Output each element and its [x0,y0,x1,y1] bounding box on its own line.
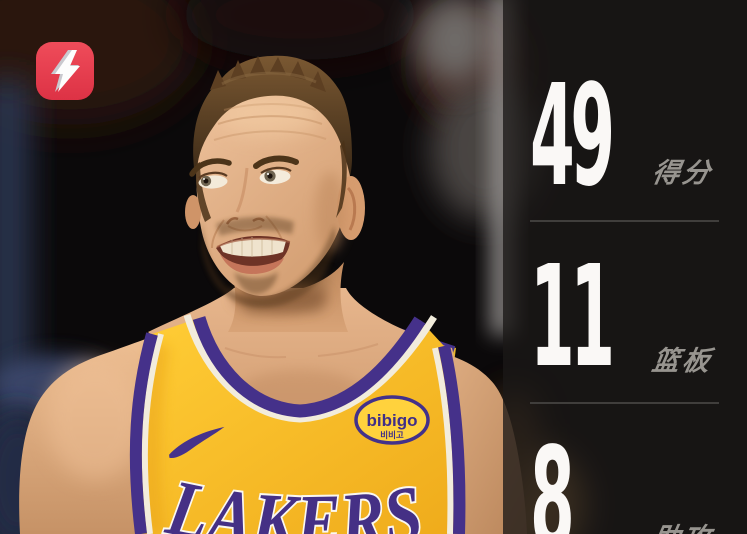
jersey: bibigo 비비고 LAKERS [129,313,466,534]
stat-value-assists: 8 [530,418,575,534]
nike-swoosh-icon [169,426,225,459]
right-eyebrow [253,155,299,169]
stat-value-rebounds: 11 [530,236,615,399]
sponsor-name: bibigo [367,411,418,430]
divider [530,402,719,404]
left-ear [185,195,201,229]
stat-value-points: 49 [530,55,615,218]
stat-label-points: 得分 [649,158,716,188]
stubble [201,216,336,308]
left-eyebrow [189,158,232,177]
player: bibigo 비비고 LAKERS [19,55,527,534]
eyes [198,166,292,189]
sponsor-korean: 비비고 [380,430,404,441]
divider [530,220,719,222]
sponsor-patch: bibigo 비비고 [354,395,430,445]
mouth [216,236,291,274]
publisher-logo [36,42,94,100]
stats-panel: 49 得分 11 篮板 8 助攻 [503,0,747,534]
face [185,55,365,308]
stat-label-assists: 助攻 [650,516,717,534]
lightning-bolt-highlight [55,50,80,92]
stat-label-rebounds: 篮板 [649,346,716,376]
